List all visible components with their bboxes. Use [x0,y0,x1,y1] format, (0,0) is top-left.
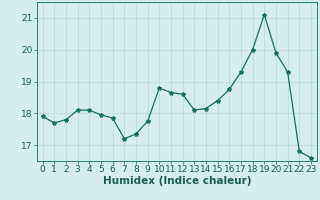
X-axis label: Humidex (Indice chaleur): Humidex (Indice chaleur) [102,176,251,186]
